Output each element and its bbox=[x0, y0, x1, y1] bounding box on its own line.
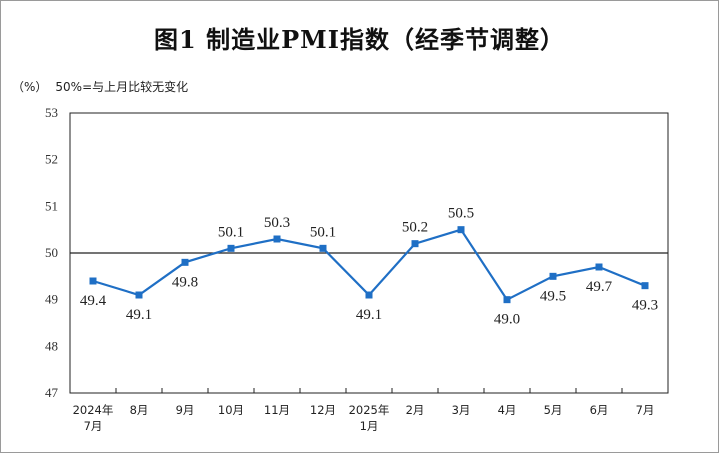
data-point-marker bbox=[181, 258, 189, 266]
data-point-marker bbox=[365, 291, 373, 299]
data-point-marker bbox=[457, 226, 465, 234]
y-unit-label: （%） bbox=[12, 80, 48, 94]
x-tick-label: 8月 bbox=[130, 403, 149, 417]
data-label: 49.5 bbox=[540, 288, 566, 304]
x-tick-label: 1月 bbox=[360, 419, 379, 433]
y-tick-label: 50 bbox=[45, 245, 58, 260]
x-tick-label: 12月 bbox=[310, 403, 336, 417]
y-tick-label: 53 bbox=[45, 105, 58, 120]
data-label: 49.1 bbox=[126, 307, 152, 323]
data-label: 50.2 bbox=[402, 220, 428, 236]
data-point-marker bbox=[227, 244, 235, 252]
data-label: 50.5 bbox=[448, 206, 474, 222]
data-label: 50.3 bbox=[264, 215, 290, 231]
data-point-marker bbox=[503, 296, 511, 304]
y-tick-label: 47 bbox=[45, 385, 59, 400]
data-point-marker bbox=[595, 263, 603, 271]
data-label: 49.3 bbox=[632, 298, 658, 314]
data-label: 49.1 bbox=[356, 307, 382, 323]
axis-note: （%） 50%=与上月比较无变化 bbox=[12, 78, 188, 95]
data-point-marker bbox=[89, 277, 97, 285]
x-tick-label: 7月 bbox=[84, 419, 103, 433]
data-point-marker bbox=[411, 240, 419, 248]
data-point-marker bbox=[641, 282, 649, 290]
x-tick-label: 2月 bbox=[406, 403, 425, 417]
x-tick-label: 11月 bbox=[264, 403, 290, 417]
x-tick-label: 2025年 bbox=[349, 403, 390, 417]
data-label: 50.1 bbox=[310, 224, 336, 240]
reference-note: 50%=与上月比较无变化 bbox=[55, 80, 189, 94]
x-tick-label: 2024年 bbox=[73, 403, 114, 417]
data-label: 49.4 bbox=[80, 293, 107, 309]
y-tick-label: 49 bbox=[45, 292, 58, 307]
data-label: 49.7 bbox=[586, 279, 613, 295]
x-tick-label: 3月 bbox=[452, 403, 471, 417]
data-label: 50.1 bbox=[218, 224, 244, 240]
data-point-marker bbox=[549, 272, 557, 280]
data-point-marker bbox=[135, 291, 143, 299]
y-tick-label: 52 bbox=[45, 152, 58, 167]
data-label: 49.0 bbox=[494, 312, 520, 328]
x-tick-label: 7月 bbox=[636, 403, 655, 417]
x-tick-label: 9月 bbox=[176, 403, 195, 417]
x-tick-label: 6月 bbox=[590, 403, 609, 417]
data-point-marker bbox=[273, 235, 281, 243]
data-label: 49.8 bbox=[172, 274, 198, 290]
x-tick-label: 4月 bbox=[498, 403, 517, 417]
chart-title: 图1 制造业PMI指数（经季节调整） bbox=[154, 25, 565, 54]
x-tick-label: 10月 bbox=[218, 403, 244, 417]
data-point-marker bbox=[319, 244, 327, 252]
y-tick-label: 48 bbox=[45, 338, 58, 353]
x-tick-label: 5月 bbox=[544, 403, 563, 417]
y-tick-label: 51 bbox=[45, 198, 58, 213]
